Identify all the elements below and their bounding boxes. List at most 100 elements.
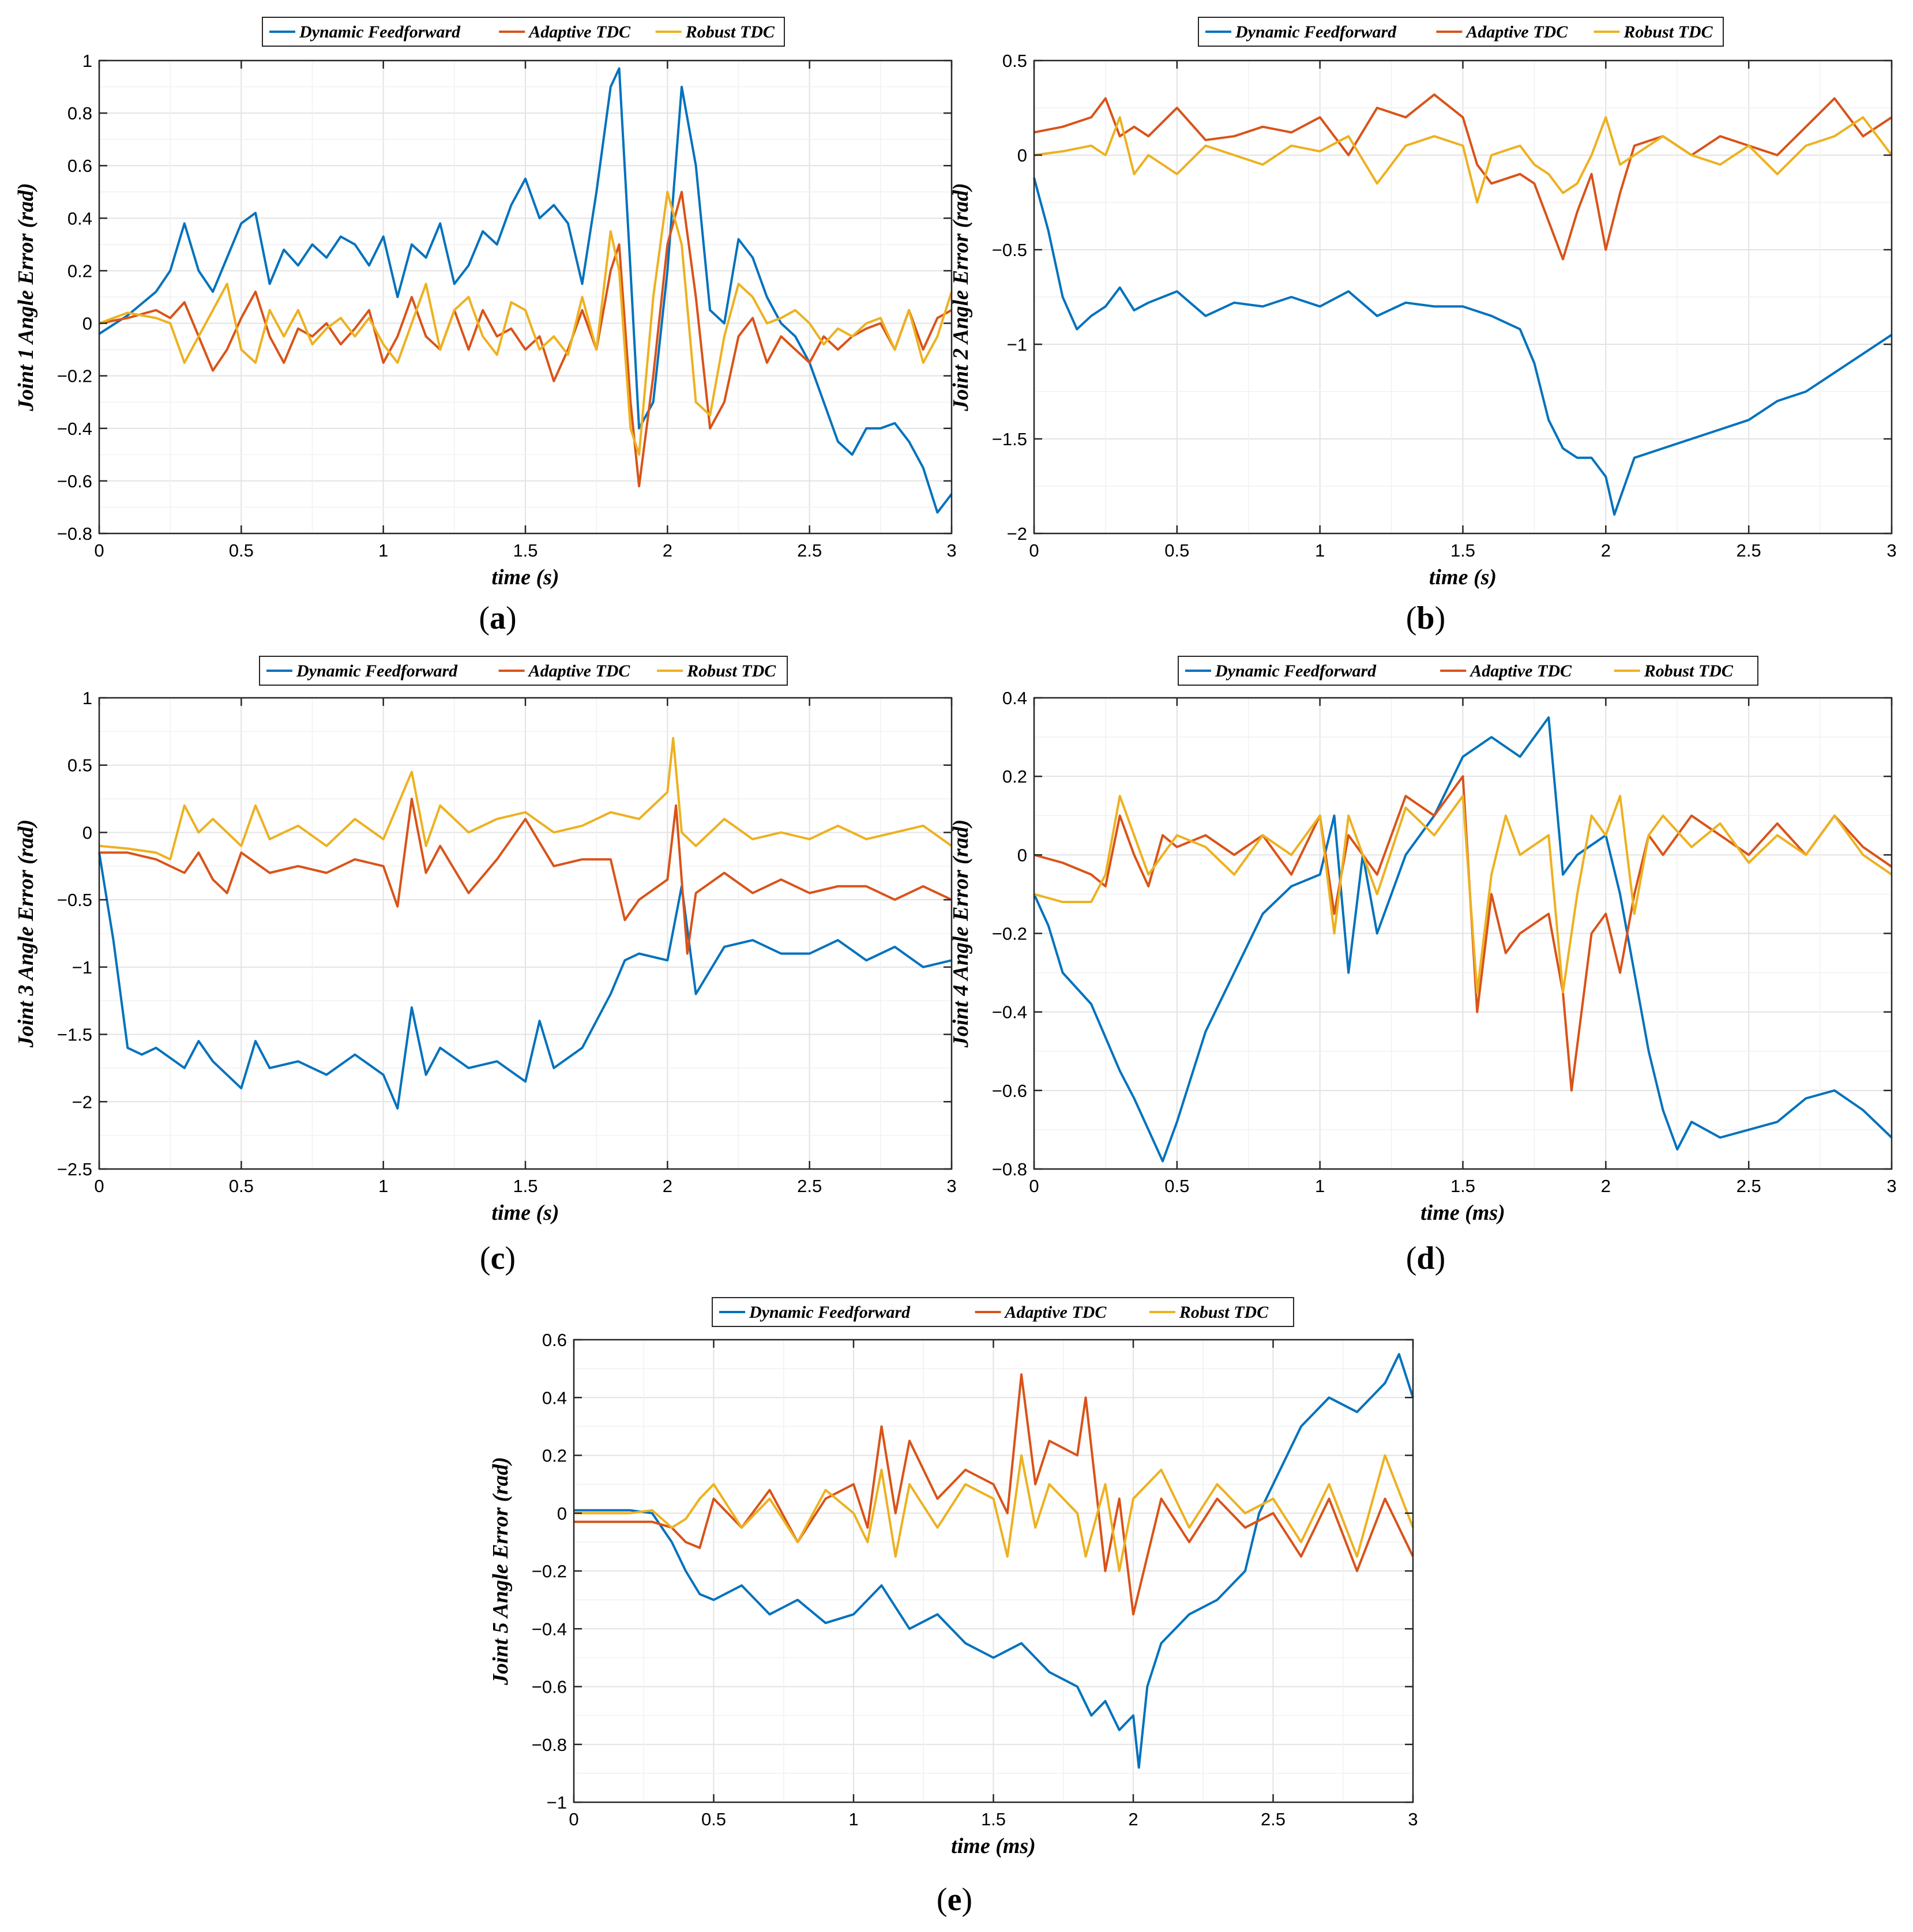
x-tick-label: 3 bbox=[946, 1176, 956, 1196]
y-tick-label: −0.8 bbox=[532, 1735, 567, 1755]
y-tick-label: −0.2 bbox=[532, 1561, 567, 1581]
y-tick-label: 0.4 bbox=[542, 1388, 567, 1408]
y-tick-label: −0.6 bbox=[992, 1081, 1027, 1101]
x-tick-label: 3 bbox=[1886, 1176, 1896, 1196]
x-tick-label: 2.5 bbox=[797, 1176, 822, 1196]
x-tick-label: 1.5 bbox=[513, 540, 538, 561]
x-tick-label: 1 bbox=[378, 540, 388, 561]
x-tick-label: 0.5 bbox=[701, 1809, 726, 1829]
legend-entry: Dynamic Feedforward bbox=[749, 1303, 911, 1322]
series-line-robust-tdc bbox=[574, 1454, 1414, 1572]
x-tick-label: 1 bbox=[848, 1809, 858, 1829]
y-tick-label: −0.6 bbox=[532, 1677, 567, 1697]
series-line-robust-tdc bbox=[99, 190, 953, 456]
y-tick-label: 1 bbox=[82, 51, 92, 71]
legend-entry: Dynamic Feedforward bbox=[296, 661, 458, 681]
x-tick-label: 2 bbox=[1128, 1809, 1138, 1829]
chart-a: 0 0.5 1 1.5 2 2.5 3 −0.8 −0.6 −0.4 −0.2 0 0.2 0.4 0.6 0… bbox=[14, 17, 957, 589]
x-tick-label: 2 bbox=[663, 540, 672, 561]
legend-entry: Adaptive TDC bbox=[1465, 22, 1568, 42]
chart-panel-b: 0 0.5 1 1.5 2 2.5 3 −2 −1.5 −1 −0.5 0 0.5 time (s) Joi… bbox=[949, 0, 1913, 652]
caption-e: (e) bbox=[936, 1882, 973, 1918]
legend: Dynamic Feedforward Adaptive TDC Robust TD… bbox=[1198, 17, 1724, 47]
caption-b: (b) bbox=[1405, 600, 1446, 636]
legend-entry: Adaptive TDC bbox=[528, 22, 631, 42]
y-tick-label: 0 bbox=[82, 314, 92, 334]
y-tick-label: −0.2 bbox=[57, 366, 92, 386]
series-line-robust-tdc bbox=[1033, 795, 1893, 994]
y-tick-label: 0 bbox=[1017, 845, 1027, 865]
y-tick-label: −0.8 bbox=[992, 1159, 1027, 1179]
x-tick-label: 0 bbox=[569, 1809, 578, 1829]
series-line-robust-tdc bbox=[1033, 116, 1893, 204]
y-tick-label: −1.5 bbox=[992, 429, 1027, 449]
x-tick-label: 1.5 bbox=[513, 1176, 538, 1196]
x-tick-label: 1 bbox=[1315, 540, 1325, 561]
y-tick-label: 0.2 bbox=[542, 1446, 567, 1466]
y-tick-label: 0.8 bbox=[67, 103, 92, 123]
y-tick-label: 0 bbox=[557, 1503, 567, 1524]
series-line-robust-tdc bbox=[99, 737, 953, 861]
legend-entry: Adaptive TDC bbox=[1004, 1303, 1107, 1322]
y-tick-label: 0.6 bbox=[67, 156, 92, 176]
legend-entry: Robust TDC bbox=[1623, 22, 1713, 42]
chart-panel-d: 0 0.5 1 1.5 2 2.5 3 −0.8 −0.6 −0.4 −0.2 0 0.2 0.4 time… bbox=[949, 652, 1913, 1289]
x-tick-label: 0 bbox=[1029, 1176, 1039, 1196]
chart-c: 0 0.5 1 1.5 2 2.5 3 −2.5 −2 −1.5 −1 −0.5 0 0.5 1 time (… bbox=[14, 656, 957, 1225]
x-tick-label: 2.5 bbox=[1737, 540, 1761, 561]
y-tick-label: −0.6 bbox=[57, 471, 92, 491]
series-line-dynamic-feedforward bbox=[1033, 177, 1893, 516]
legend-entry: Robust TDC bbox=[1179, 1303, 1269, 1322]
y-tick-label: −0.5 bbox=[992, 240, 1027, 260]
chart-panel-e: 0 0.5 1 1.5 2 2.5 3 −1 −0.8 −0.6 −0.4 −0.2 0 0.2 0.4 0.… bbox=[479, 1289, 1435, 1932]
x-axis-label: time (s) bbox=[491, 1201, 559, 1225]
y-tick-label: −0.8 bbox=[57, 524, 92, 544]
legend: Dynamic Feedforward Adaptive TDC Robust TD… bbox=[262, 17, 785, 47]
legend-box bbox=[1178, 656, 1758, 686]
y-axis-label: Joint 1 Angle Error (rad) bbox=[14, 183, 38, 412]
caption-c: (c) bbox=[479, 1241, 516, 1276]
x-axis-label: time (ms) bbox=[1420, 1201, 1505, 1225]
y-tick-label: 0.2 bbox=[67, 261, 92, 281]
x-tick-label: 0.5 bbox=[1164, 1176, 1189, 1196]
legend-entry: Dynamic Feedforward bbox=[1215, 661, 1377, 681]
x-tick-label: 0.5 bbox=[229, 1176, 254, 1196]
y-axis-label: Joint 2 Angle Error (rad) bbox=[949, 183, 973, 412]
series-line-adaptive-tdc bbox=[1033, 93, 1893, 261]
legend-entry: Robust TDC bbox=[685, 22, 775, 42]
y-tick-label: 0.2 bbox=[1002, 766, 1027, 787]
legend-entry: Adaptive TDC bbox=[528, 661, 631, 681]
x-tick-label: 1.5 bbox=[981, 1809, 1006, 1829]
y-tick-label: 1 bbox=[82, 688, 92, 708]
legend: Dynamic Feedforward Adaptive TDC Robust TD… bbox=[259, 656, 788, 686]
x-tick-label: 0.5 bbox=[1164, 540, 1189, 561]
y-axis-label: Joint 5 Angle Error (rad) bbox=[488, 1457, 513, 1686]
series-line-dynamic-feedforward bbox=[98, 67, 953, 514]
series-line-dynamic-feedforward bbox=[98, 852, 952, 1110]
y-tick-label: 0.4 bbox=[1002, 688, 1027, 708]
y-tick-label: −0.2 bbox=[992, 924, 1027, 944]
x-tick-label: 2 bbox=[1601, 540, 1611, 561]
x-tick-label: 2.5 bbox=[797, 540, 822, 561]
y-tick-label: −2 bbox=[1007, 524, 1027, 544]
x-tick-label: 0.5 bbox=[229, 540, 254, 561]
chart-panel-c: 0 0.5 1 1.5 2 2.5 3 −2.5 −2 −1.5 −1 −0.5 0 0.5 1 time (… bbox=[0, 652, 957, 1289]
legend-entry: Robust TDC bbox=[1644, 661, 1734, 681]
y-tick-label: −2.5 bbox=[57, 1159, 92, 1179]
y-axis-label: Joint 4 Angle Error (rad) bbox=[949, 820, 973, 1048]
series-line-adaptive-tdc bbox=[574, 1373, 1414, 1616]
y-tick-label: 0.6 bbox=[542, 1330, 567, 1350]
y-tick-label: 0.5 bbox=[1002, 51, 1027, 71]
chart-panel-a: 0 0.5 1 1.5 2 2.5 3 −0.8 −0.6 −0.4 −0.2 0 0.2 0.4 0.6 0… bbox=[0, 0, 957, 652]
legend-entry: Dynamic Feedforward bbox=[299, 22, 461, 42]
x-axis-label: time (s) bbox=[1429, 565, 1497, 589]
series-line-dynamic-feedforward bbox=[574, 1353, 1414, 1769]
x-tick-label: 1 bbox=[1315, 1176, 1325, 1196]
x-tick-label: 3 bbox=[1408, 1809, 1418, 1829]
x-tick-label: 0 bbox=[94, 1176, 104, 1196]
x-tick-label: 3 bbox=[946, 540, 956, 561]
y-tick-label: 0.4 bbox=[67, 208, 92, 228]
x-tick-label: 2.5 bbox=[1261, 1809, 1286, 1829]
y-tick-label: 0 bbox=[1017, 145, 1027, 166]
legend-entry: Robust TDC bbox=[686, 661, 776, 681]
